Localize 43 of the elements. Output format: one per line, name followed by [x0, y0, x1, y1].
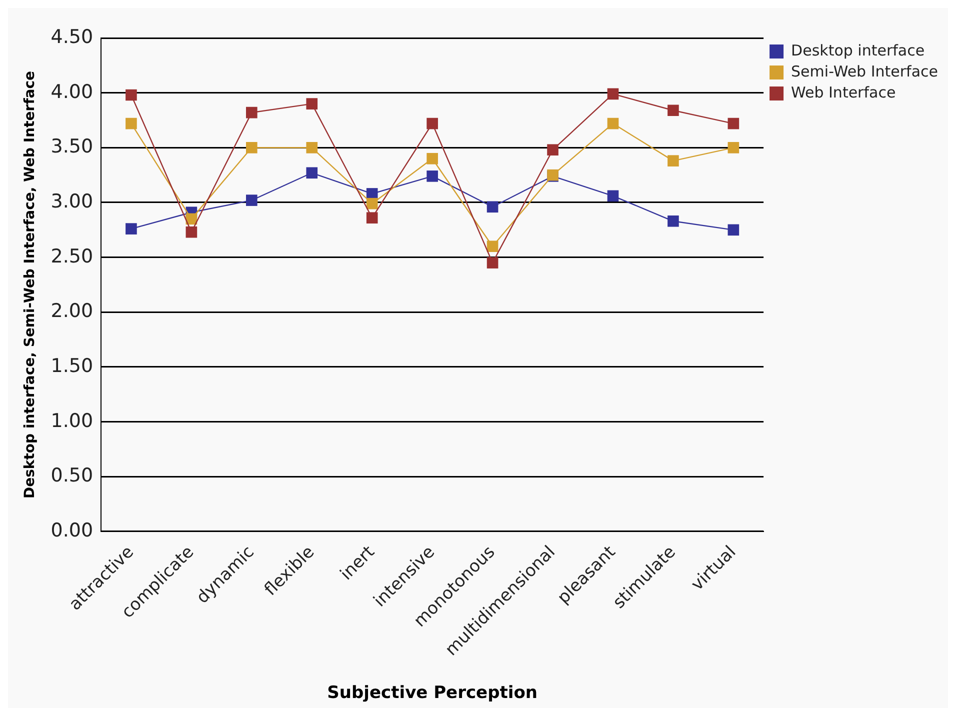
point — [126, 89, 137, 101]
point — [426, 152, 438, 164]
point — [246, 194, 258, 206]
point — [486, 201, 498, 213]
y-tick-label: 2.50 — [50, 245, 94, 268]
point — [426, 118, 438, 130]
y-tick-label: 1.50 — [50, 354, 94, 377]
point — [728, 142, 740, 154]
legend-label: Desktop interface — [791, 41, 925, 60]
y-tick-label: 4.50 — [50, 26, 94, 48]
point — [668, 155, 679, 166]
point — [607, 118, 619, 130]
point — [306, 167, 318, 179]
point — [366, 198, 378, 210]
point — [186, 226, 198, 238]
y-tick-label: 3.00 — [50, 190, 94, 212]
point — [668, 104, 679, 116]
y-tick-label: 2.00 — [50, 300, 94, 322]
point — [246, 106, 258, 118]
point — [607, 190, 619, 202]
point — [306, 142, 318, 154]
y-tick-label: 3.50 — [50, 136, 94, 158]
point — [668, 215, 679, 227]
y-axis-title: Desktop interface, Semi-Web Interface, Web Interface — [22, 70, 38, 499]
point — [607, 88, 619, 100]
legend-label: Web Interface — [791, 83, 896, 102]
point — [728, 224, 740, 236]
y-tick-label: 1.00 — [50, 410, 94, 432]
point — [547, 144, 558, 156]
y-tick-label: 0.50 — [50, 464, 94, 487]
point — [486, 257, 498, 268]
point — [486, 240, 498, 252]
point — [126, 118, 137, 130]
point — [126, 223, 137, 234]
point — [246, 142, 258, 154]
point — [306, 98, 318, 110]
y-tick-label: 0.00 — [50, 519, 94, 542]
x-axis-title: Subjective Perception — [327, 683, 538, 704]
legend-label: Semi-Web Interface — [791, 62, 938, 80]
point — [366, 212, 378, 224]
point — [426, 170, 438, 182]
point — [728, 118, 740, 130]
y-tick-label: 4.00 — [50, 80, 94, 103]
